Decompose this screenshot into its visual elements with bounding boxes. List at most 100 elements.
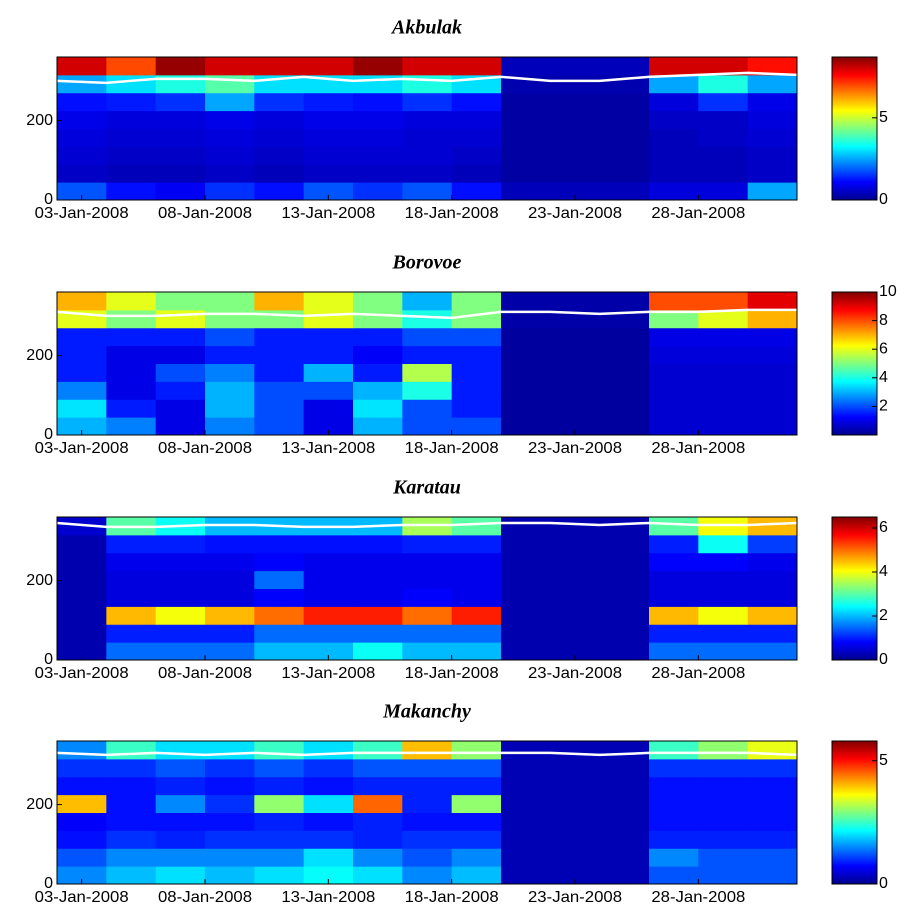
heat-cell [106, 57, 157, 76]
heat-cell [106, 741, 157, 760]
heat-cell [698, 92, 749, 112]
heat-cell [550, 327, 601, 347]
heat-cell [353, 794, 403, 813]
heat-cell [747, 57, 798, 76]
heat-cell [205, 812, 255, 831]
heat-cell [747, 848, 798, 867]
heat-cell [451, 417, 502, 436]
heat-cell [451, 624, 502, 643]
heat-cell [106, 363, 157, 382]
heat-cell [303, 92, 354, 112]
heat-cell [205, 642, 255, 661]
heat-cell [106, 606, 157, 625]
heat-cell [303, 830, 354, 849]
heat-cell [649, 552, 699, 572]
heat-cell [698, 606, 749, 625]
heat-cell [254, 830, 305, 849]
heat-cell [649, 292, 699, 311]
heat-cell [106, 399, 157, 418]
heat-cell [747, 758, 798, 778]
x-tick-label: 28-Jan-2008 [651, 889, 745, 906]
heat-cell [353, 848, 403, 867]
heat-cell [402, 363, 453, 382]
heat-cell [106, 327, 157, 347]
azimuth-line [56, 71, 798, 85]
heat-cell [649, 399, 699, 418]
heat-cell [550, 128, 601, 147]
heat-cell [402, 606, 453, 625]
heat-cell [402, 309, 453, 329]
colorbar [831, 516, 878, 661]
heat-cell [698, 794, 749, 813]
heat-cell [155, 146, 206, 165]
heat-cell [649, 128, 699, 147]
heat-cell [303, 128, 354, 147]
heat-cell [254, 57, 305, 76]
heat-cell [303, 327, 354, 347]
heat-cell [550, 164, 601, 183]
heat-cell [353, 417, 403, 436]
heat-cell [254, 92, 305, 112]
heat-cell [155, 164, 206, 183]
heat-cell [205, 758, 255, 778]
heat-cell [353, 588, 403, 607]
heat-cell [303, 588, 354, 607]
heat-cell [747, 399, 798, 418]
heat-cell [747, 776, 798, 796]
heat-cell [599, 758, 650, 778]
heat-cell [550, 110, 601, 129]
colorbar [831, 740, 878, 885]
heat-cell [747, 345, 798, 364]
heat-cell [57, 812, 107, 831]
heat-cell [254, 182, 305, 201]
heat-cell [205, 848, 255, 867]
heat-cell [451, 399, 502, 418]
heat-cell [451, 182, 502, 201]
heat-cell [155, 182, 206, 201]
heat-cell [550, 776, 601, 796]
heat-cell [57, 182, 107, 201]
heat-cell [451, 146, 502, 165]
heat-cell [599, 812, 650, 831]
heat-cell [57, 417, 107, 436]
heat-cell [254, 309, 305, 329]
heat-cell [353, 866, 403, 885]
heat-cell [501, 866, 551, 885]
heat-cell [599, 517, 650, 536]
heat-cell [599, 57, 650, 76]
heat-cell [402, 399, 453, 418]
colorbar [831, 291, 878, 436]
colorbar [831, 56, 878, 201]
heat-cell [501, 327, 551, 347]
heat-cell [649, 146, 699, 165]
heat-cell [501, 830, 551, 849]
heat-cell [155, 57, 206, 76]
heat-cell [698, 417, 749, 436]
heat-cell [106, 848, 157, 867]
colorbar-tick-label: 5 [879, 752, 888, 769]
heat-cell [501, 128, 551, 147]
heat-cell [550, 74, 601, 94]
heat-cell [747, 866, 798, 885]
x-tick-label: 23-Jan-2008 [528, 440, 622, 457]
heat-cell [155, 758, 206, 778]
x-tick-label: 13-Jan-2008 [281, 205, 375, 222]
colorbar-tick-label: 2 [879, 607, 888, 624]
heat-cell [205, 417, 255, 436]
heat-cell [698, 74, 749, 94]
heat-cell [57, 830, 107, 849]
heat-cell [501, 776, 551, 796]
heat-cell [106, 624, 157, 643]
heat-cell [353, 128, 403, 147]
heat-cell [205, 588, 255, 607]
heat-cell [205, 74, 255, 94]
colorbar-tick-label: 8 [879, 312, 888, 329]
heat-cell [599, 534, 650, 554]
heat-cell [353, 812, 403, 831]
heat-cell [747, 363, 798, 382]
x-tick-label: 18-Jan-2008 [405, 205, 499, 222]
heat-cell [747, 830, 798, 849]
heat-cell [254, 128, 305, 147]
heat-cell [698, 327, 749, 347]
y-tick-label: 200 [26, 347, 53, 364]
